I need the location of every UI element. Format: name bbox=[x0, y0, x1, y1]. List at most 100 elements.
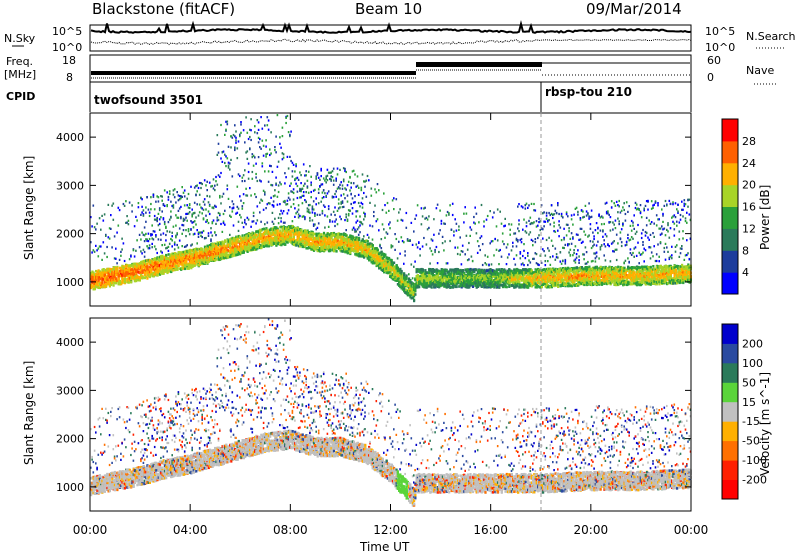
heatmap-cell bbox=[201, 212, 203, 214]
heatmap-cell bbox=[101, 215, 103, 217]
heatmap-cell bbox=[244, 219, 246, 221]
heatmap-cell bbox=[225, 129, 227, 131]
heatmap-cell bbox=[254, 131, 256, 133]
heatmap-cell bbox=[389, 227, 391, 229]
heatmap-cell bbox=[237, 147, 239, 149]
heatmap-cell bbox=[388, 210, 390, 212]
heatmap-cell bbox=[128, 223, 130, 225]
heatmap-cell bbox=[419, 248, 421, 250]
heatmap-cell bbox=[185, 235, 187, 237]
heatmap-cell bbox=[129, 202, 131, 204]
heatmap-cell bbox=[335, 250, 337, 253]
heatmap-cell bbox=[280, 210, 282, 212]
heatmap-cell bbox=[265, 146, 267, 148]
heatmap-cell bbox=[186, 198, 188, 200]
heatmap-cell bbox=[145, 233, 147, 235]
heatmap-cell bbox=[265, 207, 267, 209]
heatmap-cell bbox=[304, 218, 306, 220]
heatmap-cell bbox=[206, 189, 208, 191]
heatmap-cell bbox=[274, 218, 276, 220]
heatmap-cell bbox=[350, 182, 352, 184]
heatmap-cell bbox=[196, 184, 198, 186]
heatmap-cell bbox=[235, 142, 237, 144]
heatmap-cell bbox=[357, 228, 359, 230]
heatmap-cell bbox=[287, 156, 289, 158]
heatmap-cell bbox=[95, 245, 97, 247]
heatmap-cell bbox=[308, 209, 310, 211]
heatmap-cell bbox=[250, 238, 252, 241]
heatmap-cell bbox=[285, 176, 287, 178]
heatmap-cell bbox=[188, 228, 190, 230]
heatmap-cell bbox=[368, 179, 370, 181]
heatmap-cell bbox=[327, 215, 329, 217]
heatmap-cell bbox=[234, 149, 236, 151]
heatmap-cell bbox=[168, 199, 170, 201]
heatmap-cell bbox=[223, 193, 225, 195]
heatmap-cell bbox=[208, 232, 210, 234]
noise-panel: N.Sky 10^5 10^0 10^5 10^0 N.Search bbox=[4, 24, 796, 55]
heatmap-cell bbox=[393, 208, 395, 210]
heatmap-cell bbox=[279, 203, 281, 205]
heatmap-cell bbox=[121, 238, 123, 240]
heatmap-cell bbox=[250, 139, 252, 141]
heatmap-cell bbox=[277, 196, 279, 198]
heatmap-cell bbox=[173, 204, 175, 206]
heatmap-cell bbox=[189, 203, 191, 205]
heatmap-cell bbox=[224, 162, 226, 164]
heatmap-cell bbox=[332, 170, 334, 172]
date-title: 09/Mar/2014 bbox=[586, 0, 682, 18]
heatmap-cell bbox=[185, 217, 187, 219]
heatmap-cell bbox=[434, 249, 436, 251]
heatmap-cell bbox=[194, 220, 196, 222]
heatmap-cell bbox=[259, 138, 261, 140]
heatmap-cell bbox=[320, 168, 322, 170]
heatmap-cell bbox=[344, 219, 346, 221]
heatmap-cell bbox=[333, 196, 335, 198]
heatmap-cell bbox=[318, 177, 320, 179]
heatmap-cell bbox=[327, 179, 329, 181]
heatmap-cell bbox=[309, 165, 311, 167]
heatmap-cell bbox=[151, 224, 153, 226]
heatmap-cell bbox=[285, 122, 287, 124]
heatmap-cell bbox=[345, 189, 347, 191]
heatmap-cell bbox=[340, 194, 342, 196]
heatmap-cell bbox=[324, 227, 326, 229]
heatmap-cell bbox=[248, 171, 250, 173]
heatmap-cell bbox=[171, 232, 173, 234]
heatmap-cell bbox=[263, 145, 265, 147]
heatmap-cell bbox=[134, 255, 136, 257]
heatmap-cell bbox=[288, 131, 290, 133]
heatmap-cell bbox=[103, 220, 105, 222]
heatmap-cell bbox=[294, 207, 296, 209]
heatmap-cell bbox=[262, 165, 264, 167]
heatmap-cell bbox=[229, 168, 231, 170]
heatmap-cell bbox=[267, 222, 269, 224]
heatmap-cell bbox=[363, 192, 365, 194]
heatmap-cell bbox=[343, 180, 345, 182]
heatmap-cell bbox=[94, 251, 96, 253]
heatmap-cell bbox=[413, 230, 415, 232]
heatmap-cell bbox=[260, 180, 262, 182]
heatmap-cell bbox=[354, 173, 356, 175]
heatmap-cell bbox=[254, 125, 256, 127]
heatmap-cell bbox=[164, 205, 166, 207]
heatmap-cell bbox=[342, 200, 344, 202]
heatmap-cell bbox=[387, 233, 389, 235]
heatmap-cell bbox=[163, 232, 165, 234]
heatmap-cell bbox=[149, 276, 151, 279]
heatmap-cell bbox=[160, 216, 162, 218]
heatmap-cell bbox=[108, 204, 110, 206]
heatmap-cell bbox=[358, 234, 360, 236]
heatmap-cell bbox=[208, 201, 210, 203]
heatmap-cell bbox=[131, 204, 133, 206]
heatmap-cell bbox=[180, 216, 182, 218]
heatmap-cell bbox=[381, 238, 383, 240]
heatmap-cell bbox=[161, 210, 163, 212]
heatmap-cell bbox=[320, 175, 322, 177]
heatmap-cell bbox=[201, 183, 203, 185]
summary-plot: Blackstone (fitACF) Beam 10 09/Mar/2014 … bbox=[0, 0, 800, 554]
heatmap-cell bbox=[215, 223, 217, 225]
heatmap-cell bbox=[428, 271, 430, 274]
heatmap-cell bbox=[106, 246, 108, 248]
heatmap-cell bbox=[325, 181, 327, 183]
